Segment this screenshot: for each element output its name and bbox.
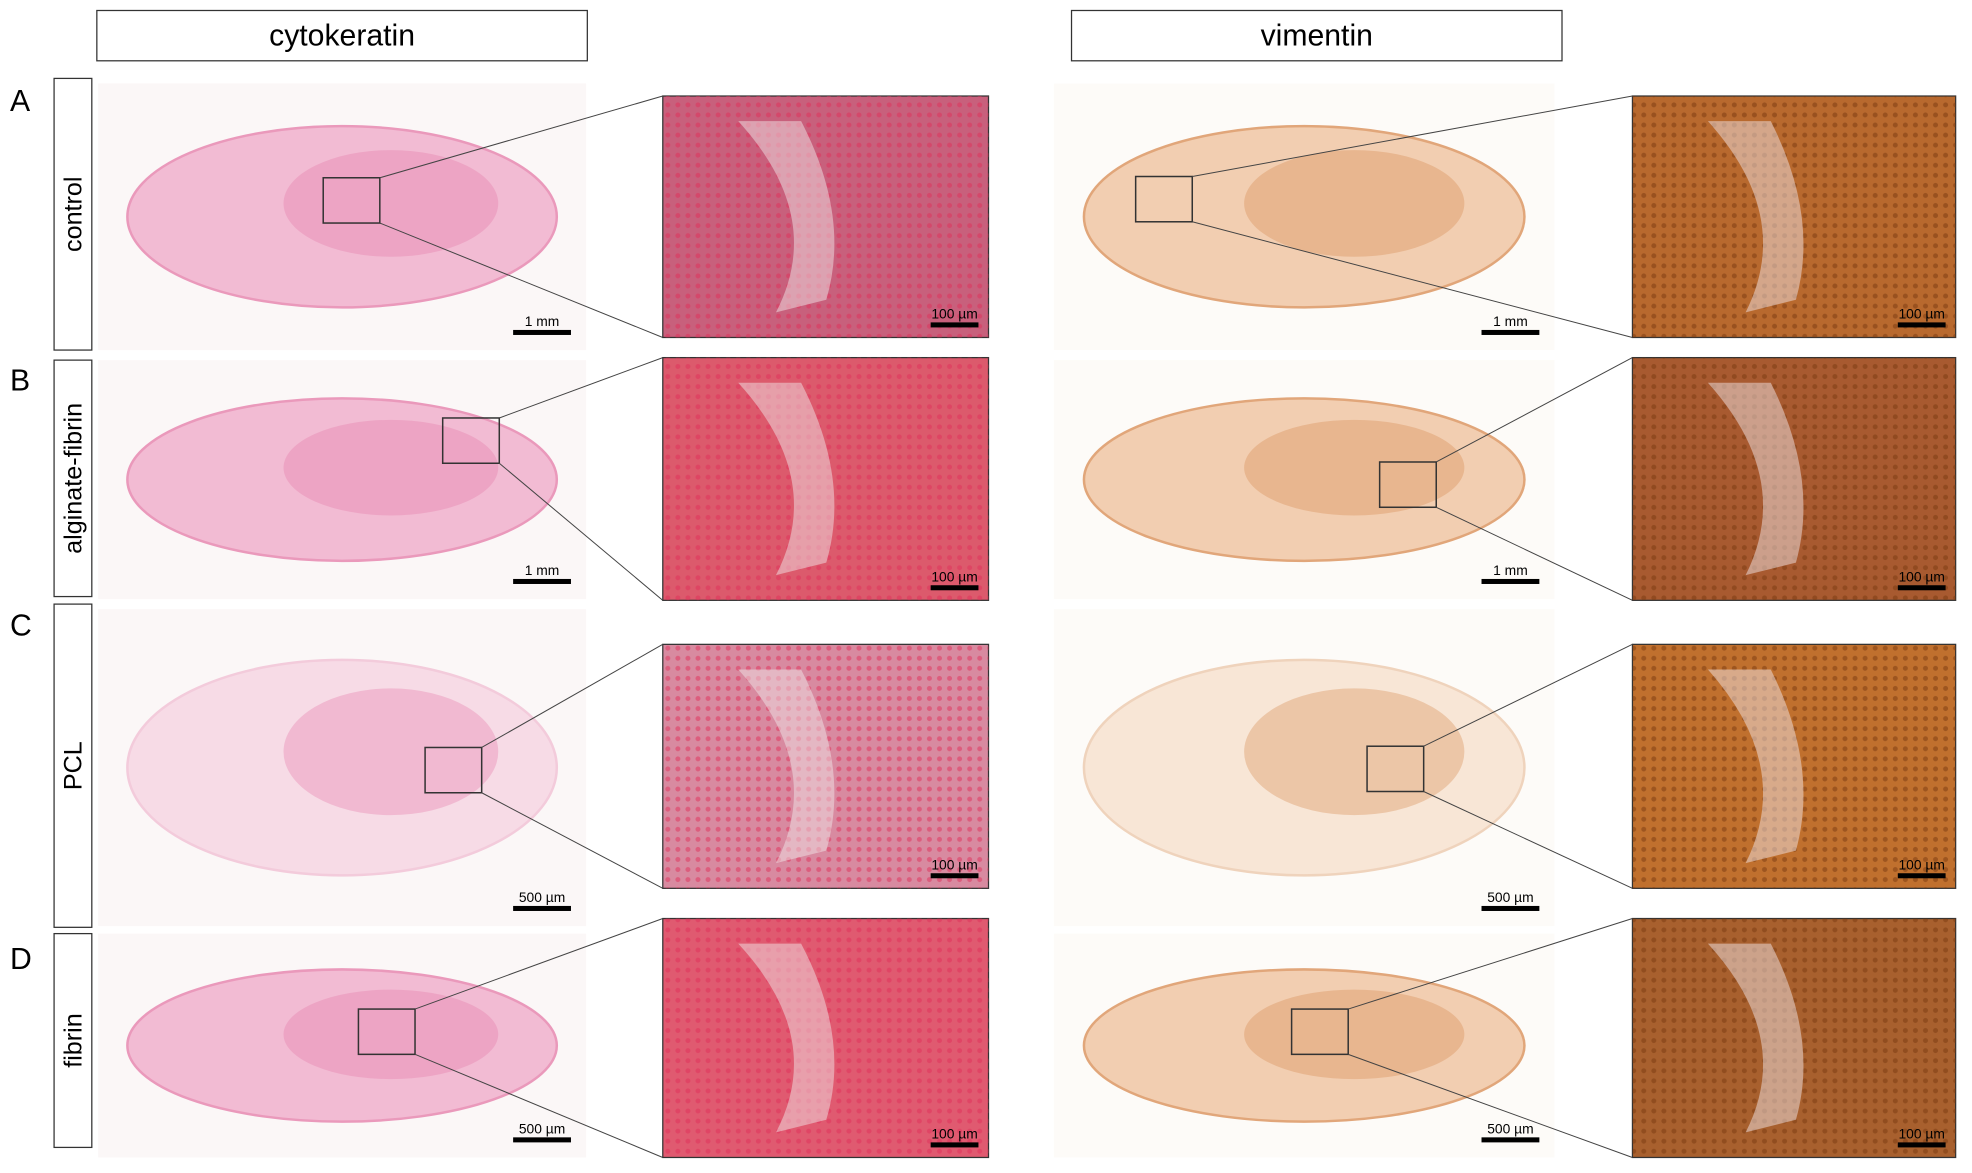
inset-box [1366,745,1425,793]
scale-bar [513,578,571,584]
tissue [126,124,559,309]
tissue [126,968,559,1123]
scale-label: 500 µm [1487,1121,1533,1137]
scale-label: 100 µm [1898,1126,1944,1142]
overview-image [98,609,587,927]
row-letter: B [10,364,30,397]
connector [414,1053,663,1158]
inset-box [1134,175,1194,223]
connector [1348,918,1633,1010]
row-label: fibrin [60,1013,88,1068]
column-header: vimentin [1261,20,1373,53]
tissue [1244,150,1465,257]
tissue [1244,688,1465,816]
row-label: control [60,177,88,252]
connector [498,462,664,601]
tissue [1082,397,1526,563]
tissue [1244,989,1465,1080]
scale-label: 100 µm [1898,306,1944,322]
zoom-structure [738,943,835,1133]
connector [481,643,664,748]
scale-bar [930,322,979,328]
scale-label: 1 mm [525,313,560,329]
connector [1348,1053,1633,1158]
row-label-box [53,77,93,351]
row-letter: A [10,85,31,118]
inset-box [424,746,483,794]
column-header: cytokeratin [269,20,415,53]
row-label-box [53,932,93,1149]
tissue [283,150,499,257]
inset-box [1378,461,1437,509]
connector [1192,95,1633,177]
scale-bar [930,585,979,591]
connector [379,222,663,338]
inset-box [441,417,501,465]
connector [379,95,663,179]
scale-label: 1 mm [1493,313,1528,329]
connector [414,918,663,1010]
scale-bar [513,1137,571,1143]
row-label: alginate-fibrin [60,403,88,554]
connector [1436,357,1633,463]
tissue [1082,124,1526,309]
connector [1423,643,1633,747]
connector [499,357,663,419]
scale-bar [1897,1142,1946,1148]
tissue [1244,419,1465,516]
scale-label: 100 µm [1898,856,1944,872]
zoom-structure [1707,943,1804,1133]
scale-bar [513,905,571,911]
tissue [126,397,559,563]
scale-label: 100 µm [931,856,977,872]
connector [1192,221,1633,338]
zoom-structure [738,121,835,313]
scale-bar [1481,578,1540,584]
scale-bar [1897,322,1946,328]
zoom-structure [1707,382,1804,576]
inset-box [357,1008,416,1056]
scale-label: 100 µm [1898,568,1944,584]
header-box [1070,9,1563,62]
scale-label: 100 µm [931,306,977,322]
connector [1436,506,1633,601]
scale-label: 500 µm [1487,889,1533,905]
row-letter: D [10,943,32,976]
row-label-box [53,359,93,598]
connector [1423,791,1633,889]
connector [481,792,664,889]
scale-bar [1481,905,1540,911]
zoom-structure [1707,121,1804,313]
overview-image [1053,609,1555,927]
scale-bar [1481,1137,1540,1143]
scale-bar [513,329,571,335]
row-label-box [53,603,93,928]
tissue [283,688,499,816]
scale-bar [930,1142,979,1148]
scale-label: 500 µm [519,889,565,905]
tissue [283,419,499,516]
zoom-structure [738,382,835,576]
scale-bar [1897,873,1946,879]
scale-bar [1897,585,1946,591]
zoom-structure [1707,669,1804,864]
tissue [283,989,499,1080]
row-label: PCL [60,741,88,790]
header-box [96,9,588,62]
tissue [126,658,559,877]
scale-label: 500 µm [519,1121,565,1137]
tissue [1082,968,1526,1123]
scale-label: 1 mm [1493,562,1528,578]
scale-bar [1481,329,1540,335]
zoom-structure [738,669,835,864]
inset-box [322,177,381,224]
scale-bar [930,873,979,879]
scale-label: 100 µm [931,568,977,584]
scale-label: 1 mm [525,562,560,578]
scale-label: 100 µm [931,1126,977,1142]
inset-box [1290,1008,1349,1056]
row-letter: C [10,610,32,643]
tissue [1082,658,1526,877]
